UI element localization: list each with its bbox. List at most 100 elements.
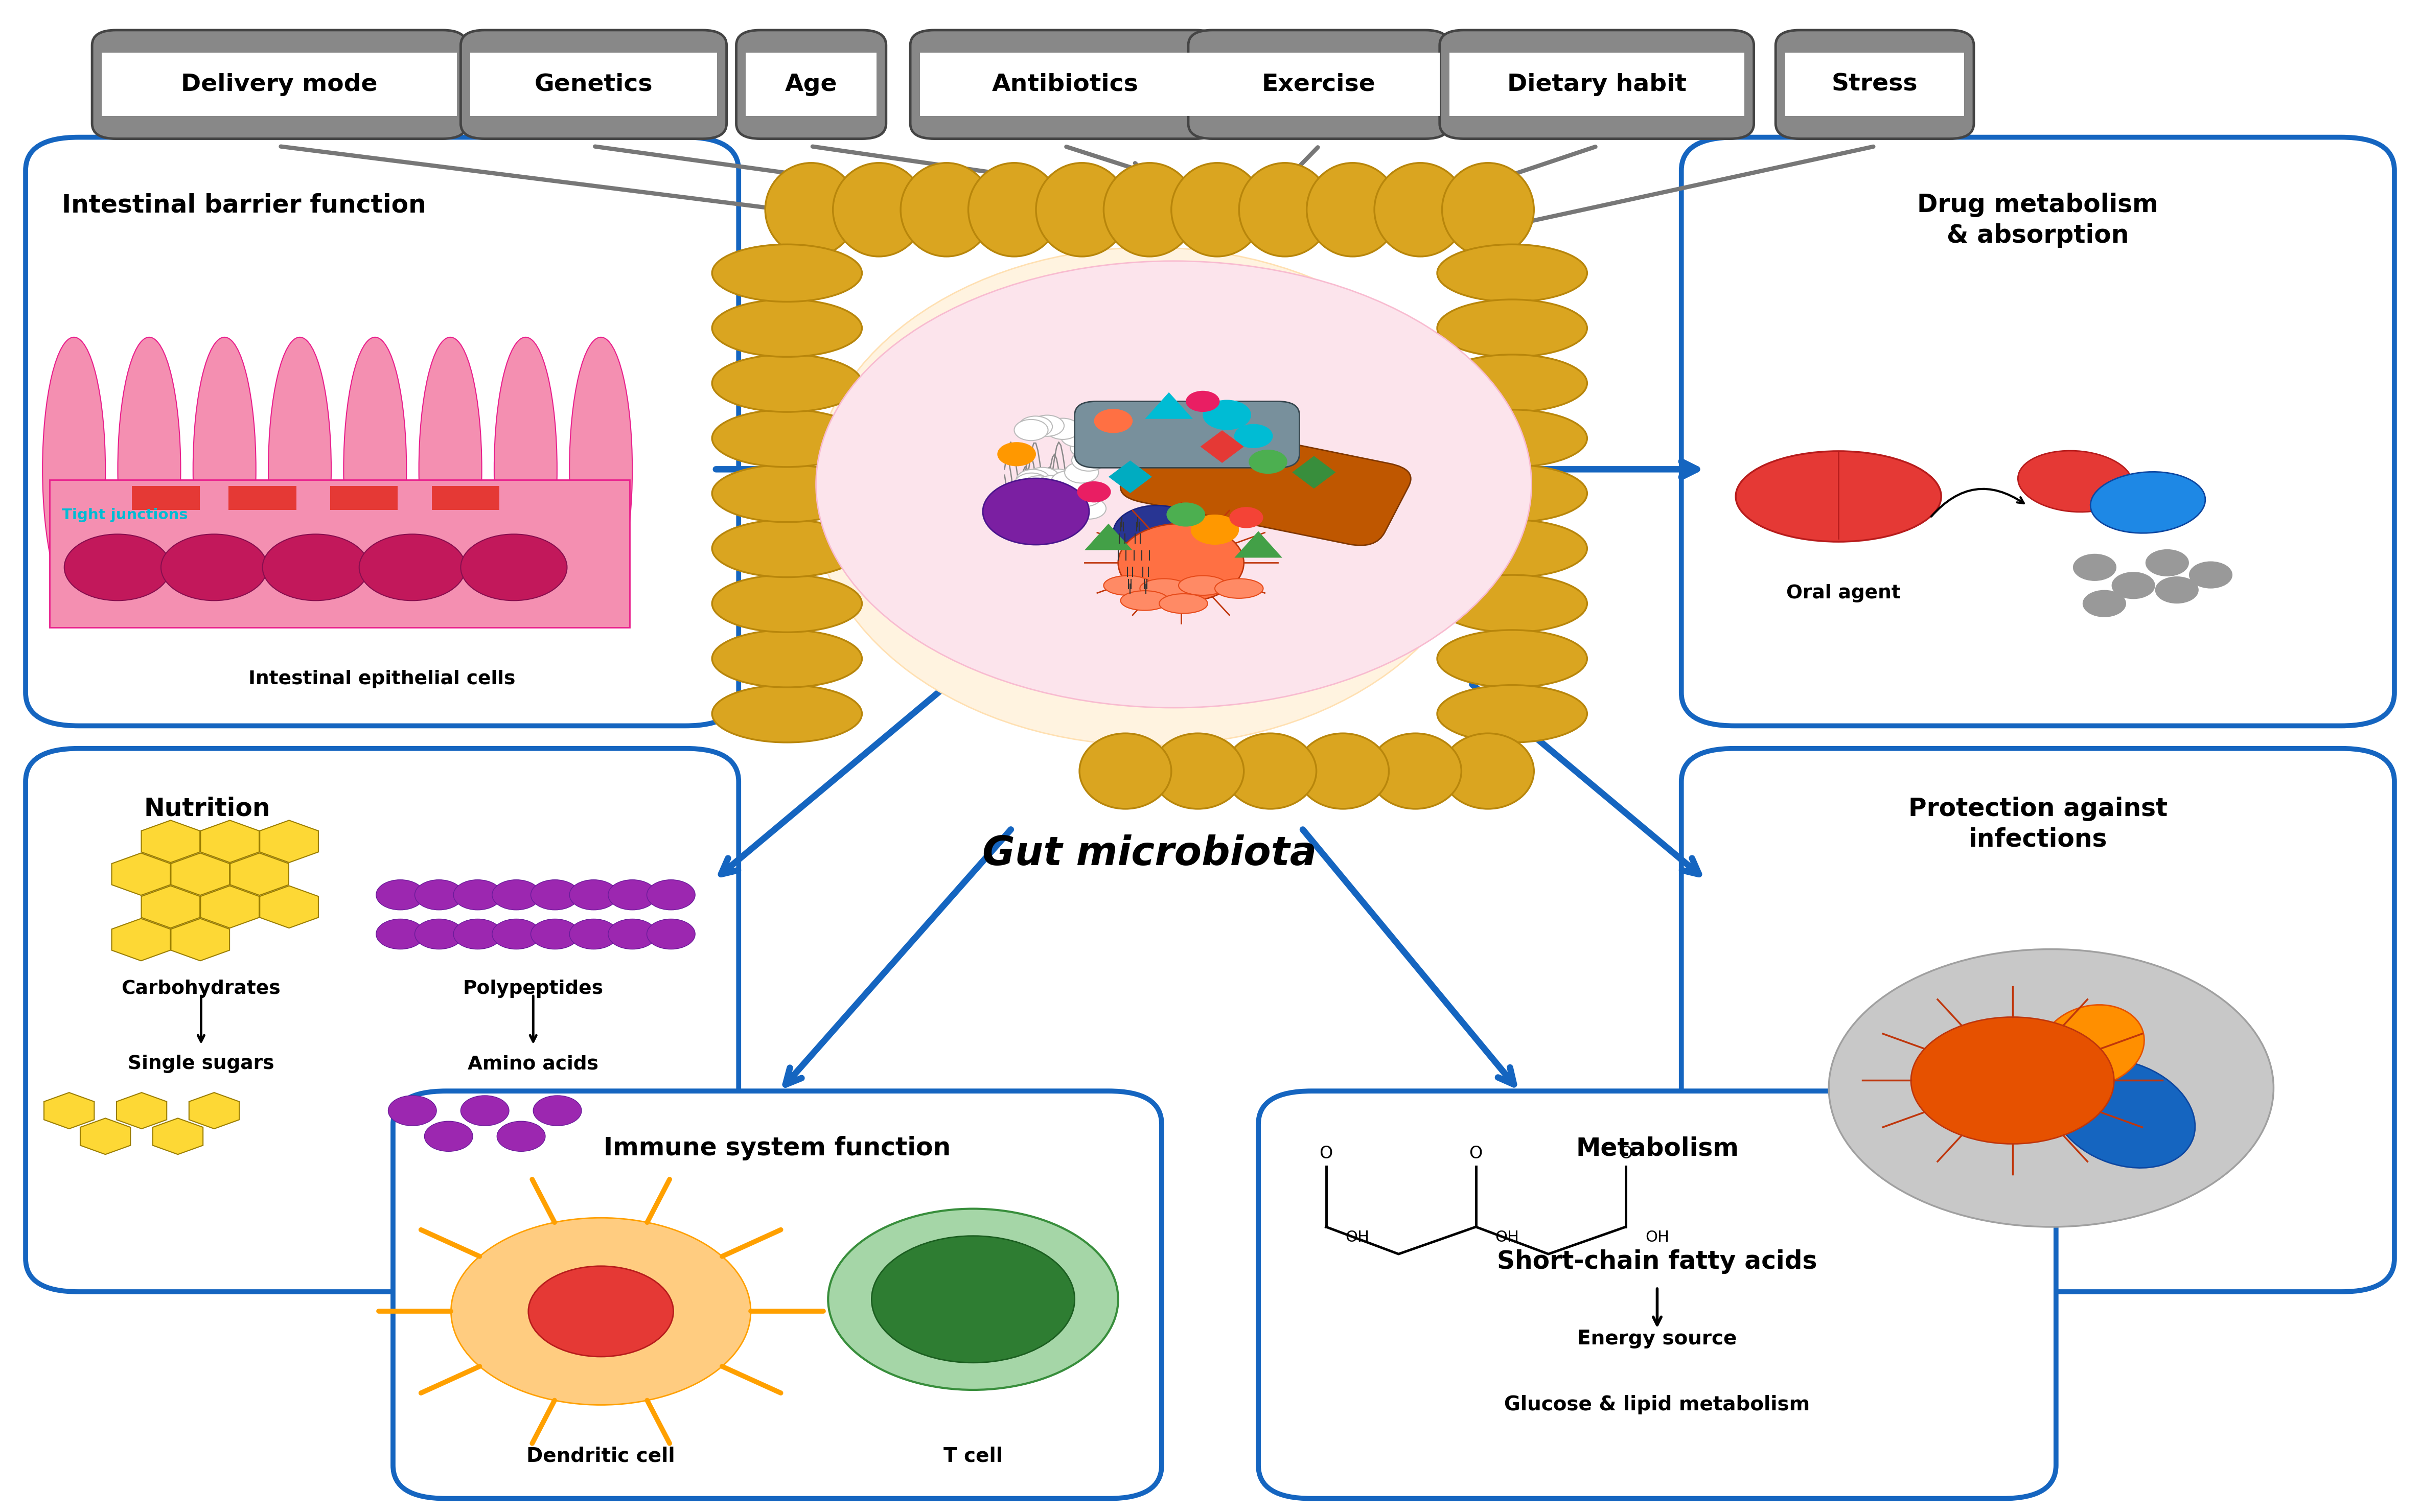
Circle shape: [569, 880, 617, 910]
Ellipse shape: [1437, 575, 1588, 632]
FancyBboxPatch shape: [469, 53, 716, 116]
Polygon shape: [172, 918, 230, 960]
FancyBboxPatch shape: [27, 748, 738, 1291]
Ellipse shape: [711, 299, 862, 357]
Ellipse shape: [1437, 410, 1588, 467]
Ellipse shape: [569, 337, 632, 602]
Ellipse shape: [119, 337, 182, 602]
Ellipse shape: [1437, 520, 1588, 578]
Circle shape: [460, 1096, 508, 1126]
Ellipse shape: [2052, 1060, 2195, 1167]
Ellipse shape: [1104, 576, 1152, 596]
Polygon shape: [116, 1093, 167, 1129]
Ellipse shape: [711, 575, 862, 632]
FancyBboxPatch shape: [1786, 53, 1965, 116]
Polygon shape: [140, 886, 201, 928]
Text: Stress: Stress: [1832, 73, 1917, 95]
Ellipse shape: [1370, 733, 1462, 809]
Text: Intestinal epithelial cells: Intestinal epithelial cells: [249, 670, 515, 688]
Text: Energy source: Energy source: [1578, 1329, 1738, 1349]
Circle shape: [607, 919, 656, 950]
Circle shape: [2084, 590, 2127, 617]
Ellipse shape: [1159, 594, 1208, 614]
Ellipse shape: [1307, 163, 1399, 257]
Ellipse shape: [1079, 733, 1171, 809]
Ellipse shape: [1140, 579, 1188, 599]
Ellipse shape: [900, 163, 992, 257]
Circle shape: [1166, 502, 1205, 526]
Circle shape: [1026, 467, 1060, 488]
Polygon shape: [44, 1093, 94, 1129]
FancyBboxPatch shape: [431, 485, 499, 510]
Circle shape: [450, 1217, 750, 1405]
Text: T cell: T cell: [944, 1447, 1002, 1467]
Ellipse shape: [811, 248, 1488, 745]
Text: OH: OH: [1346, 1229, 1370, 1244]
Ellipse shape: [711, 520, 862, 578]
Ellipse shape: [2091, 472, 2205, 534]
Text: Delivery mode: Delivery mode: [182, 73, 378, 95]
Circle shape: [375, 880, 423, 910]
Circle shape: [65, 534, 172, 600]
Circle shape: [2113, 572, 2156, 599]
FancyBboxPatch shape: [92, 30, 467, 139]
Text: Oral agent: Oral agent: [1786, 584, 1900, 602]
FancyBboxPatch shape: [1450, 53, 1745, 116]
Circle shape: [491, 880, 540, 910]
Text: Single sugars: Single sugars: [128, 1055, 273, 1074]
Ellipse shape: [2018, 451, 2132, 513]
Circle shape: [607, 880, 656, 910]
Text: O: O: [1469, 1145, 1483, 1161]
Text: Drug metabolism
& absorption: Drug metabolism & absorption: [1917, 194, 2159, 248]
Circle shape: [2147, 549, 2190, 576]
Circle shape: [1045, 419, 1079, 440]
FancyBboxPatch shape: [1258, 1092, 2057, 1498]
Text: Protection against
infections: Protection against infections: [1909, 797, 2168, 851]
Polygon shape: [1234, 531, 1283, 558]
Circle shape: [1830, 950, 2272, 1226]
Ellipse shape: [1171, 163, 1263, 257]
Circle shape: [1072, 451, 1106, 472]
FancyBboxPatch shape: [51, 479, 629, 627]
FancyBboxPatch shape: [133, 485, 198, 510]
FancyBboxPatch shape: [329, 485, 397, 510]
Circle shape: [496, 1122, 544, 1152]
Polygon shape: [230, 853, 288, 895]
Circle shape: [1113, 505, 1200, 559]
Ellipse shape: [1437, 299, 1588, 357]
Circle shape: [1019, 416, 1053, 437]
Circle shape: [1055, 475, 1089, 496]
Circle shape: [1203, 399, 1251, 429]
Text: Gut microbiota: Gut microbiota: [983, 835, 1316, 874]
Circle shape: [1060, 426, 1094, 448]
Circle shape: [453, 880, 501, 910]
Text: Carbohydrates: Carbohydrates: [121, 980, 281, 998]
Text: Antibiotics: Antibiotics: [992, 73, 1137, 95]
Circle shape: [358, 534, 465, 600]
Text: O: O: [1319, 1145, 1333, 1161]
Circle shape: [828, 1208, 1118, 1390]
Circle shape: [1072, 497, 1106, 519]
Ellipse shape: [1225, 733, 1316, 809]
Circle shape: [2190, 561, 2234, 588]
Circle shape: [261, 534, 368, 600]
FancyBboxPatch shape: [1198, 53, 1440, 116]
Circle shape: [2156, 576, 2200, 603]
Polygon shape: [1084, 523, 1133, 550]
Text: Dendritic cell: Dendritic cell: [528, 1447, 675, 1467]
FancyBboxPatch shape: [1682, 138, 2393, 726]
Circle shape: [983, 478, 1089, 544]
Circle shape: [1014, 419, 1048, 440]
Circle shape: [460, 534, 566, 600]
Circle shape: [414, 880, 462, 910]
FancyBboxPatch shape: [1440, 30, 1754, 139]
Ellipse shape: [1152, 733, 1244, 809]
Polygon shape: [189, 1093, 240, 1129]
Circle shape: [1036, 475, 1070, 496]
Circle shape: [1050, 470, 1084, 491]
Ellipse shape: [711, 245, 862, 302]
Circle shape: [1067, 485, 1101, 507]
Circle shape: [1070, 437, 1104, 458]
Circle shape: [1234, 423, 1273, 448]
FancyBboxPatch shape: [910, 30, 1220, 139]
